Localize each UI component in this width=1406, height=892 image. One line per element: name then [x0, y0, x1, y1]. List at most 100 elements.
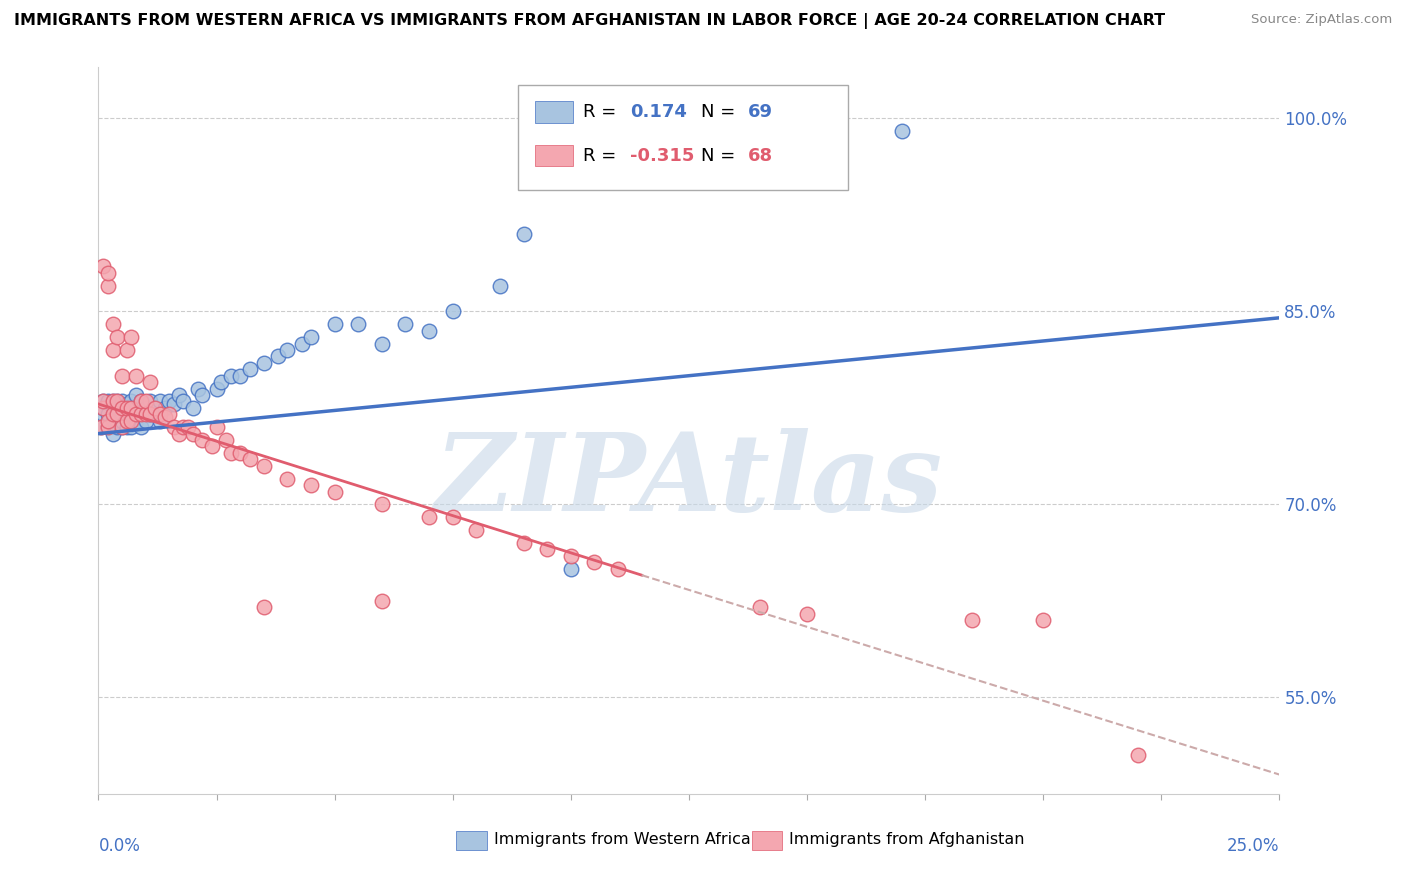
Point — [418, 324, 440, 338]
Point — [191, 388, 214, 402]
Point — [149, 414, 172, 428]
Point — [97, 420, 120, 434]
Point — [181, 426, 204, 441]
Point — [323, 317, 346, 331]
Point — [560, 562, 582, 576]
FancyBboxPatch shape — [517, 85, 848, 191]
Point — [91, 394, 114, 409]
Point — [97, 278, 120, 293]
Point — [97, 414, 120, 428]
Point — [299, 478, 322, 492]
Point — [149, 394, 172, 409]
Point — [97, 394, 120, 409]
Point — [125, 401, 148, 415]
Point — [111, 368, 134, 383]
Point — [465, 523, 488, 537]
Point — [512, 227, 534, 242]
Point — [121, 394, 143, 409]
Point — [489, 278, 512, 293]
Point — [135, 401, 157, 415]
Point — [121, 407, 143, 421]
Point — [101, 426, 124, 441]
Text: IMMIGRANTS FROM WESTERN AFRICA VS IMMIGRANTS FROM AFGHANISTAN IN LABOR FORCE | A: IMMIGRANTS FROM WESTERN AFRICA VS IMMIGR… — [14, 13, 1166, 29]
Point — [105, 394, 128, 409]
Point — [111, 394, 134, 409]
FancyBboxPatch shape — [536, 145, 574, 167]
FancyBboxPatch shape — [536, 101, 574, 123]
Text: Immigrants from Western Africa: Immigrants from Western Africa — [494, 832, 751, 847]
Point — [748, 600, 770, 615]
Point — [101, 317, 124, 331]
Point — [90, 420, 112, 434]
Point — [229, 446, 252, 460]
Point — [229, 368, 252, 383]
Point — [239, 452, 262, 467]
Point — [441, 510, 464, 524]
Text: Source: ZipAtlas.com: Source: ZipAtlas.com — [1251, 13, 1392, 27]
Point — [1126, 748, 1149, 763]
Point — [1032, 613, 1054, 627]
Point — [91, 401, 114, 415]
Point — [101, 343, 124, 357]
Point — [115, 343, 138, 357]
Point — [121, 401, 143, 415]
Point — [111, 407, 134, 421]
Point — [105, 407, 128, 421]
Point — [157, 407, 180, 421]
Point — [115, 401, 138, 415]
Point — [153, 401, 176, 415]
Text: Immigrants from Afghanistan: Immigrants from Afghanistan — [789, 832, 1025, 847]
Point — [172, 394, 194, 409]
Point — [239, 362, 262, 376]
Point — [299, 330, 322, 344]
Point — [796, 607, 818, 621]
Point — [167, 426, 190, 441]
Point — [91, 407, 114, 421]
Point — [101, 394, 124, 409]
Point — [90, 420, 112, 434]
Point — [512, 536, 534, 550]
Point — [267, 350, 290, 364]
Point — [153, 409, 176, 424]
Point — [219, 446, 242, 460]
Point — [101, 401, 124, 415]
Point — [125, 414, 148, 428]
Point — [111, 420, 134, 434]
Point — [105, 414, 128, 428]
Point — [143, 401, 166, 415]
Point — [139, 394, 162, 409]
Text: -0.315: -0.315 — [630, 146, 695, 165]
Point — [290, 336, 312, 351]
Point — [181, 401, 204, 415]
Point — [97, 266, 120, 280]
Point — [172, 420, 194, 434]
Point — [163, 420, 186, 434]
Point — [139, 375, 162, 389]
Point — [215, 433, 238, 447]
Point — [157, 394, 180, 409]
Point — [276, 472, 298, 486]
Point — [163, 397, 186, 411]
Point — [91, 401, 114, 415]
Point — [111, 401, 134, 415]
Point — [129, 394, 152, 409]
Point — [129, 407, 152, 421]
Text: 0.0%: 0.0% — [98, 838, 141, 855]
Point — [253, 458, 276, 473]
Text: R =: R = — [582, 146, 621, 165]
Point — [125, 368, 148, 383]
Point — [201, 440, 224, 454]
Point — [962, 613, 984, 627]
Point — [187, 382, 209, 396]
Point — [371, 336, 394, 351]
Point — [97, 420, 120, 434]
Point — [101, 414, 124, 428]
Point — [139, 407, 162, 421]
Point — [536, 162, 558, 177]
Point — [177, 420, 200, 434]
Text: 0.174: 0.174 — [630, 103, 686, 121]
Point — [129, 394, 152, 409]
Text: ZIPAtlas: ZIPAtlas — [434, 428, 943, 534]
Point — [143, 401, 166, 415]
Point — [91, 260, 114, 274]
